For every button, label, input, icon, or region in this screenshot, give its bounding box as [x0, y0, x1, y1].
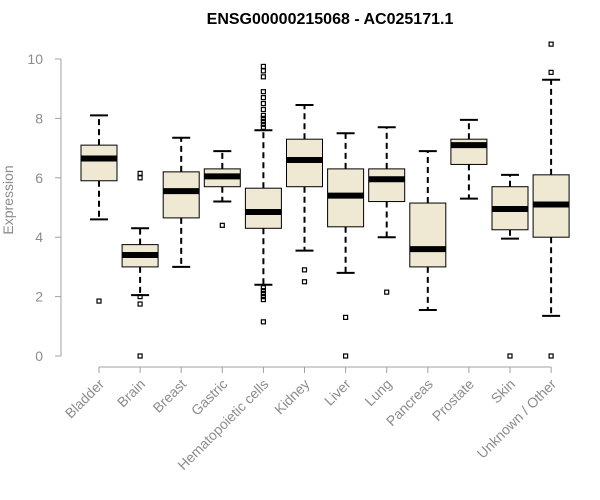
y-tick-label: 4 [35, 229, 43, 245]
outlier-point [343, 314, 349, 320]
box-group [121, 170, 159, 359]
box-group [532, 41, 570, 359]
box-iqr [368, 168, 406, 203]
box-iqr [409, 202, 447, 268]
box-group [80, 114, 118, 304]
outlier-point [96, 298, 102, 304]
y-tick-label: 6 [35, 170, 43, 186]
outlier-point [260, 89, 266, 95]
box-group [162, 136, 200, 268]
outlier-point [260, 296, 266, 303]
outlier-point [219, 222, 225, 228]
outlier-point [548, 353, 554, 359]
box-group [244, 63, 282, 325]
x-tick-label: Liver [321, 376, 354, 409]
outlier-point [260, 74, 266, 80]
box-group [327, 132, 365, 359]
x-tick-label: Bladder [62, 376, 108, 422]
outlier-point [137, 301, 143, 307]
box-group [368, 126, 406, 295]
box-group [203, 150, 241, 228]
y-tick-label: 0 [35, 348, 43, 364]
outlier-point [301, 279, 308, 285]
outlier-point [260, 100, 266, 107]
outlier-point [260, 63, 266, 70]
outlier-point [260, 285, 266, 291]
outlier-point [260, 288, 266, 294]
outlier-point [301, 267, 308, 273]
box-group [491, 173, 529, 359]
outlier-point [260, 319, 266, 325]
outlier-point [260, 294, 266, 300]
x-tick-label: Brain [114, 376, 148, 410]
y-tick-label: 2 [35, 289, 43, 305]
y-tick-label: 8 [35, 110, 43, 126]
x-tick-label: Breast [149, 376, 189, 416]
outlier-point [260, 124, 266, 130]
outlier-point [548, 41, 554, 47]
outlier-point [260, 118, 266, 124]
x-tick-label: Lung [361, 376, 394, 409]
y-axis-label: Expression [0, 165, 16, 234]
box-iqr [80, 144, 118, 182]
outlier-point [548, 69, 554, 75]
x-tick-label: Kidney [271, 376, 313, 418]
outlier-point [260, 121, 266, 127]
outlier-point [507, 353, 513, 359]
outlier-point [260, 106, 266, 113]
outlier-point [137, 175, 143, 181]
y-axis: 0 2 4 6 8 10 [27, 51, 62, 364]
y-tick-label: 10 [27, 51, 43, 67]
outlier-point [260, 115, 266, 122]
outlier-point [384, 289, 390, 295]
box-series [80, 41, 570, 359]
box-iqr [162, 171, 200, 219]
box-group [286, 104, 323, 285]
x-tick-label: Prostate [429, 376, 477, 424]
outlier-point [260, 95, 266, 101]
x-tick-label: Skin [488, 376, 519, 407]
outlier-point [137, 170, 143, 176]
box-group [450, 118, 488, 200]
box-group [409, 150, 447, 311]
outlier-point [137, 353, 143, 359]
chart-title: ENSG00000215068 - AC025171.1 [207, 11, 454, 28]
outlier-point [343, 353, 349, 359]
outlier-point [137, 294, 143, 300]
outlier-point [260, 291, 266, 297]
box-iqr [244, 187, 282, 229]
outlier-point [260, 68, 266, 74]
outlier-point [260, 112, 266, 119]
